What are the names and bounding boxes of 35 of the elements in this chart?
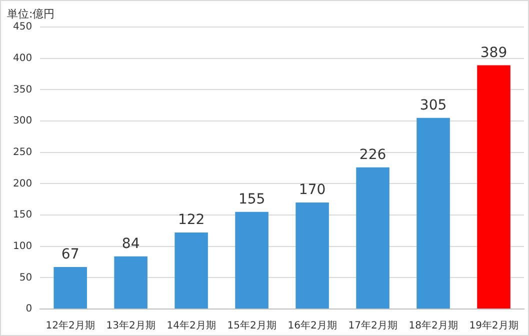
x-tick-label: 18年2月期 (408, 320, 458, 332)
bar (174, 232, 208, 308)
x-tick-label: 14年2月期 (166, 320, 216, 332)
x-tick-label: 19年2月期 (469, 320, 518, 332)
y-tick-label: 300 (12, 116, 32, 127)
y-tick-label: 450 (12, 22, 32, 33)
data-label: 226 (359, 147, 386, 164)
bar (235, 212, 268, 308)
x-tick-label: 16年2月期 (288, 320, 337, 332)
bar (114, 256, 148, 308)
y-tick-label: 50 (19, 272, 32, 284)
y-tick-label: 100 (12, 240, 32, 252)
y-tick-label: 350 (12, 84, 32, 96)
bar (477, 65, 510, 308)
x-tick-label: 15年2月期 (227, 320, 276, 332)
data-label: 67 (61, 246, 80, 263)
data-label: 122 (178, 212, 205, 228)
data-label: 84 (122, 236, 140, 252)
y-tick-label: 0 (26, 304, 32, 315)
x-tick-label: 13年2月期 (106, 320, 156, 332)
x-tick-label: 12年2月期 (46, 320, 95, 332)
bar (54, 267, 87, 308)
bar (416, 118, 450, 308)
y-tick-label: 200 (12, 178, 32, 190)
y-tick-label: 250 (12, 146, 32, 158)
data-label: 155 (238, 192, 266, 208)
bar (356, 167, 390, 308)
y-tick-label: 150 (12, 210, 32, 221)
bar (296, 202, 329, 308)
data-label: 389 (480, 44, 508, 61)
data-label: 170 (298, 182, 326, 198)
data-label: 305 (420, 98, 447, 114)
y-tick-label: 400 (12, 52, 32, 64)
x-tick-label: 17年2月期 (348, 320, 398, 332)
text: 単位:億円 (7, 7, 55, 20)
